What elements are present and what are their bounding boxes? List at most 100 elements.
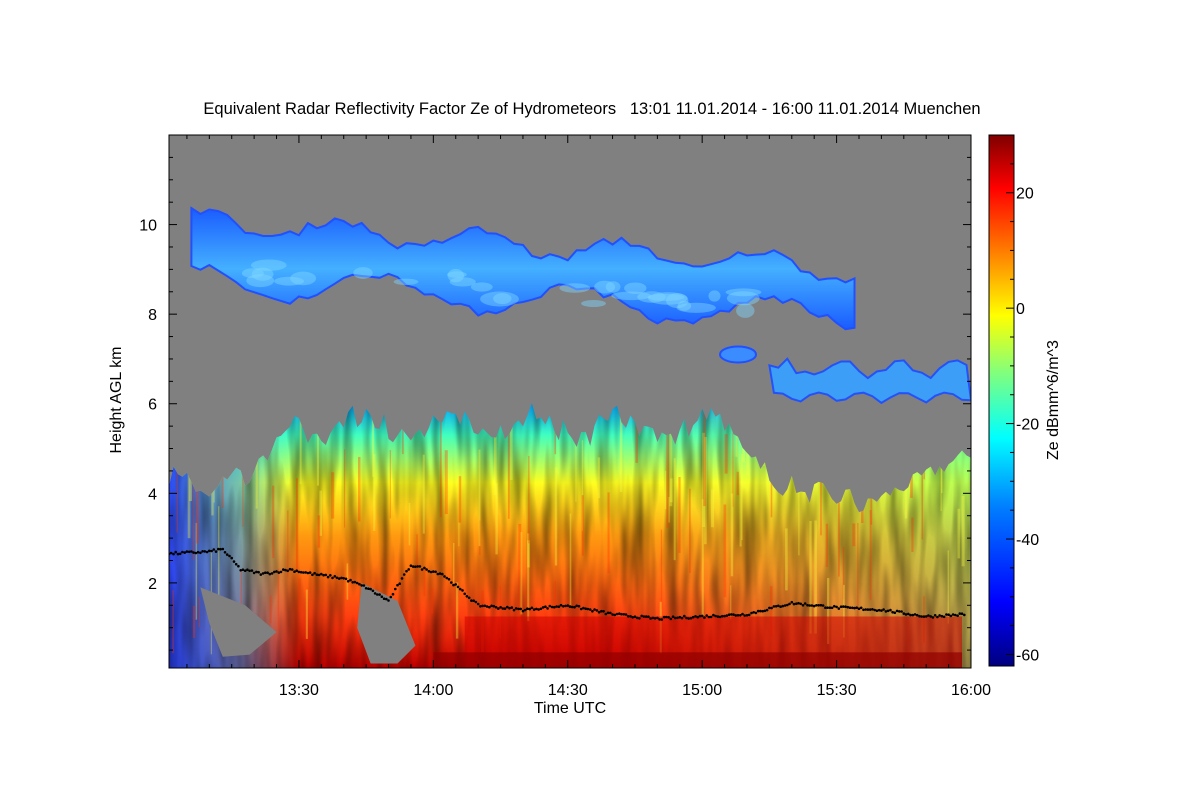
cloud-base-point xyxy=(656,616,659,620)
cloud-base-point xyxy=(461,589,464,592)
upper-cloud-core xyxy=(559,283,591,293)
x-tick-label: 15:30 xyxy=(817,682,857,699)
streak xyxy=(825,523,828,567)
cloud-base-point xyxy=(893,611,897,614)
streak xyxy=(678,477,681,553)
cloud-base-point xyxy=(476,602,480,606)
streak xyxy=(660,529,663,610)
cloud-base-point xyxy=(550,605,554,609)
cloud-base-point xyxy=(519,607,522,611)
upper-cloud-layer xyxy=(190,206,856,331)
streak xyxy=(272,485,275,559)
streak xyxy=(809,521,812,634)
streak xyxy=(619,403,623,492)
cloud-base-point xyxy=(591,610,594,613)
cloud-base-point xyxy=(474,600,478,604)
cloud-base-point xyxy=(506,605,509,609)
cloud-base-point xyxy=(960,612,964,615)
cloud-base-point xyxy=(566,604,570,607)
streak xyxy=(423,566,426,597)
cloud-base-point xyxy=(346,580,350,583)
streak xyxy=(519,532,523,615)
streak xyxy=(575,443,577,502)
streak xyxy=(581,495,584,556)
streak xyxy=(192,605,196,638)
plot-area xyxy=(168,134,972,669)
cloud-base-point xyxy=(407,568,411,571)
streak xyxy=(444,450,448,515)
streak xyxy=(798,447,800,556)
cloud-base-point xyxy=(624,613,628,616)
cloud-base-point xyxy=(248,569,251,573)
streak xyxy=(947,550,949,624)
cloud-base-point xyxy=(954,613,957,617)
cloud-base-point xyxy=(329,574,332,577)
cloud-base-point xyxy=(635,616,639,620)
cloud-base-point xyxy=(698,614,702,618)
cloud-base-point xyxy=(857,607,861,610)
cloud-base-point xyxy=(703,616,706,619)
cloud-base-point xyxy=(264,571,267,574)
ground-clutter-band xyxy=(433,652,963,668)
cloud-base-point xyxy=(508,606,511,610)
streak xyxy=(319,490,322,536)
streak xyxy=(172,590,174,654)
streak xyxy=(344,449,346,528)
cloud-base-point xyxy=(456,585,460,589)
cloud-base-point xyxy=(432,570,435,573)
colorbar-tick-label: -40 xyxy=(1016,532,1039,549)
cloud-base-point xyxy=(859,606,863,610)
streak xyxy=(842,547,845,600)
x-tick-label: 14:30 xyxy=(548,682,588,699)
cloud-base-point xyxy=(886,609,890,613)
cloud-base-point xyxy=(947,613,950,616)
cloud-base-point xyxy=(351,581,355,584)
cloud-base-point xyxy=(700,614,704,618)
streak xyxy=(852,523,856,547)
cloud-base-point xyxy=(821,604,825,607)
cloud-base-point xyxy=(279,570,283,574)
streak xyxy=(296,478,298,570)
cloud-base-point xyxy=(696,615,699,619)
upper-cloud-core xyxy=(624,282,647,294)
streak xyxy=(494,409,497,495)
cloud-base-point xyxy=(523,608,527,612)
y-tick-label: 8 xyxy=(148,307,157,324)
cloud-base-point xyxy=(194,551,198,555)
cloud-base-point xyxy=(790,600,794,604)
streak xyxy=(372,403,375,477)
cloud-base-point xyxy=(544,605,547,608)
cloud-base-point xyxy=(754,611,758,615)
streak xyxy=(305,589,308,639)
cloud-base-point xyxy=(490,604,493,608)
cloud-base-point xyxy=(685,616,688,620)
streak xyxy=(723,504,727,598)
streak xyxy=(458,476,462,523)
cloud-base-point xyxy=(389,595,393,599)
colorbar-ticks: 20 0 -20 -40 -60 xyxy=(1006,134,1039,664)
cloud-base-point xyxy=(555,605,558,608)
cloud-base-point xyxy=(924,615,928,618)
cloud-base-point xyxy=(936,615,939,619)
cloud-base-point xyxy=(548,604,552,608)
cloud-base-point xyxy=(308,571,312,574)
cloud-base-point xyxy=(512,608,516,612)
cloud-base-point xyxy=(326,575,330,579)
cloud-base-point xyxy=(911,613,915,617)
cloud-base-point xyxy=(277,571,281,574)
streak xyxy=(730,493,734,577)
streak xyxy=(770,586,773,637)
cloud-base-point xyxy=(705,614,708,617)
cloud-base-point xyxy=(808,604,811,607)
cloud-base-point xyxy=(586,607,590,611)
upper-cloud-core xyxy=(594,280,616,294)
cloud-base-point xyxy=(532,608,536,611)
cloud-base-point xyxy=(732,613,735,616)
cloud-base-point xyxy=(317,573,321,577)
cloud-base-point xyxy=(510,606,514,609)
y-axis: 2 4 6 8 10 xyxy=(139,156,971,651)
cloud-base-point xyxy=(931,616,935,619)
cloud-base-point xyxy=(239,569,242,572)
streak xyxy=(739,480,742,547)
streak xyxy=(528,455,530,544)
